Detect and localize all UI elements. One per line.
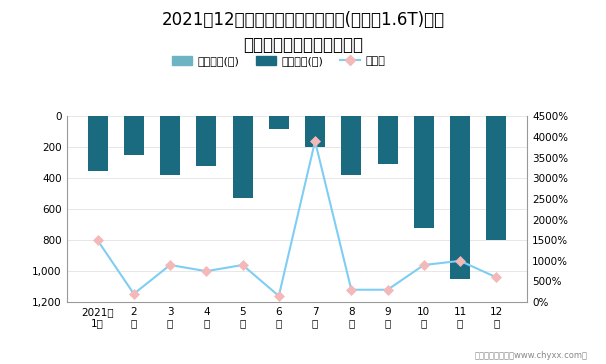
产销率 bbox=[384, 288, 391, 292]
Line: 产销率: 产销率 bbox=[94, 138, 500, 300]
Bar bbox=[378, 116, 398, 165]
产销率 bbox=[167, 263, 174, 267]
Bar bbox=[269, 116, 289, 129]
Bar bbox=[88, 116, 107, 171]
产销率 bbox=[239, 263, 246, 267]
Bar bbox=[341, 116, 361, 175]
产销率 bbox=[94, 238, 101, 242]
产销率 bbox=[456, 259, 464, 263]
产销率 bbox=[348, 288, 355, 292]
Bar bbox=[233, 116, 253, 198]
Bar bbox=[160, 116, 180, 175]
Text: 制图：智研咨询（www.chyxx.com）: 制图：智研咨询（www.chyxx.com） bbox=[475, 351, 588, 360]
Bar bbox=[305, 116, 325, 147]
Bar bbox=[124, 116, 144, 155]
Bar bbox=[450, 116, 470, 279]
产销率 bbox=[202, 269, 210, 273]
Bar bbox=[487, 116, 506, 240]
Bar bbox=[414, 116, 434, 228]
产销率 bbox=[275, 294, 282, 298]
Bar bbox=[196, 116, 216, 166]
产销率 bbox=[130, 292, 138, 296]
Legend: 积压库存(辆), 清仓库存(辆), 产销率: 积压库存(辆), 清仓库存(辆), 产销率 bbox=[167, 51, 390, 71]
产销率 bbox=[420, 263, 427, 267]
产销率 bbox=[311, 139, 319, 143]
Text: 2021年12月索纳塔旗下最畅销轿车(索纳塔1.6T)近一
年库存情况及产销率统计图: 2021年12月索纳塔旗下最畅销轿车(索纳塔1.6T)近一 年库存情况及产销率统… bbox=[161, 11, 445, 54]
产销率 bbox=[493, 275, 500, 280]
